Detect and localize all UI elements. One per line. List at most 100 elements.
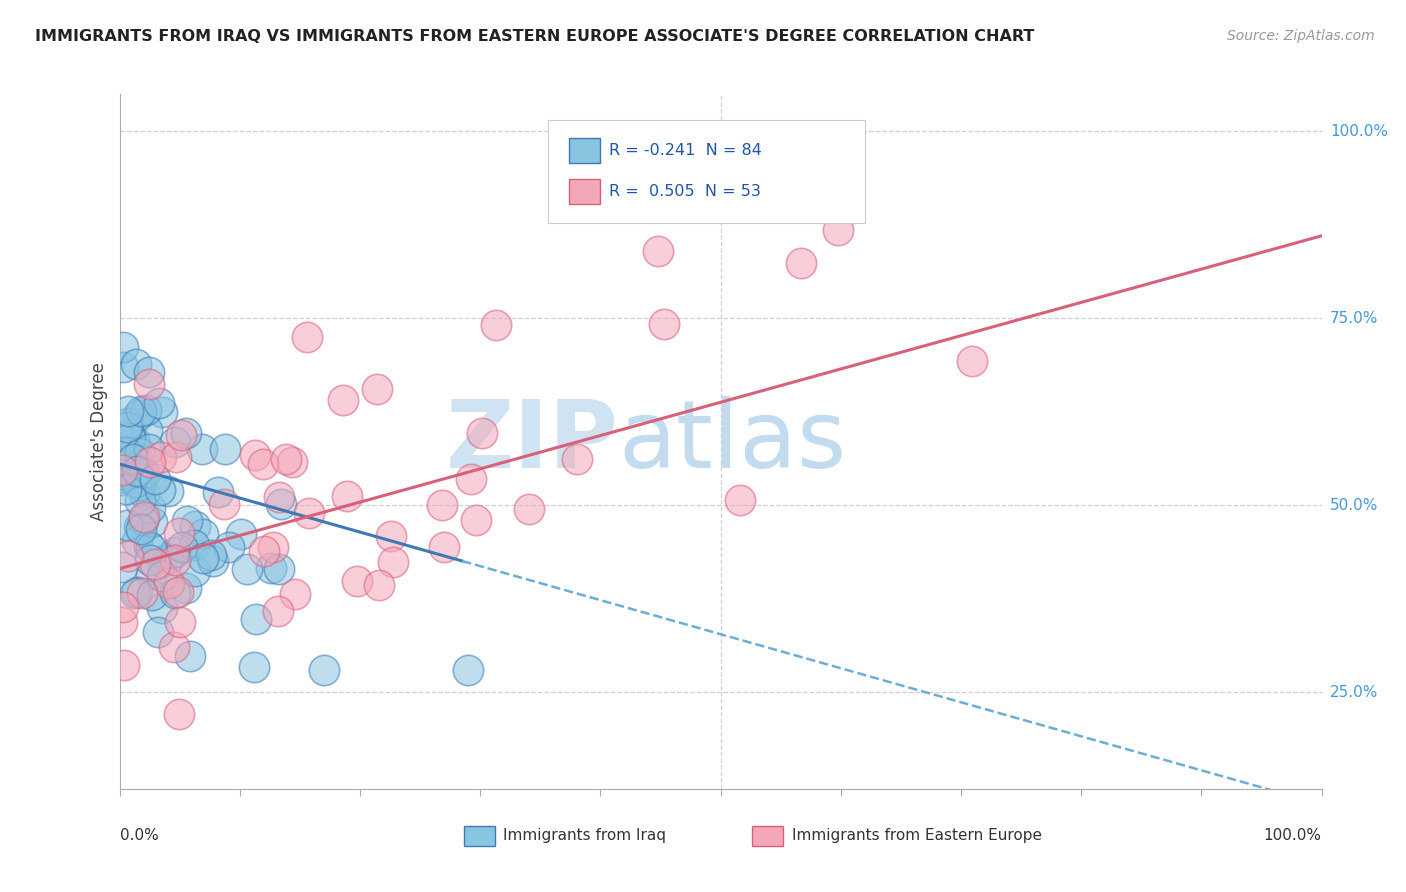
Point — [131, 522, 153, 536]
Point — [117, 549, 139, 563]
Point — [139, 553, 162, 567]
Point — [218, 540, 240, 554]
Point — [150, 405, 173, 419]
Point — [243, 660, 266, 674]
Point — [179, 649, 201, 664]
Point — [235, 562, 257, 576]
Point — [183, 538, 205, 552]
Point — [124, 433, 146, 447]
Point — [115, 518, 138, 533]
Point — [127, 408, 149, 422]
Point — [298, 506, 321, 520]
Point — [143, 557, 166, 571]
Point — [460, 472, 482, 486]
Point — [132, 513, 155, 527]
Point — [129, 467, 152, 482]
Point — [174, 581, 197, 595]
Point — [135, 403, 157, 417]
Point — [176, 514, 198, 528]
Point — [111, 599, 134, 614]
Point — [117, 404, 139, 418]
Point — [176, 425, 198, 440]
Point — [169, 615, 191, 630]
Text: Immigrants from Eastern Europe: Immigrants from Eastern Europe — [792, 829, 1042, 843]
Text: 25.0%: 25.0% — [1330, 685, 1378, 699]
Point — [132, 510, 155, 524]
Point — [150, 568, 173, 582]
Point — [252, 457, 274, 471]
Point — [139, 455, 162, 469]
Point — [150, 555, 173, 569]
Point — [457, 663, 479, 677]
Point — [269, 491, 291, 505]
Point — [167, 585, 190, 599]
Point — [156, 484, 179, 499]
Point — [165, 435, 187, 450]
Point — [125, 475, 148, 489]
Point — [146, 624, 169, 639]
Point — [267, 562, 290, 576]
Point — [366, 382, 388, 396]
Point — [163, 586, 186, 600]
Point — [200, 548, 222, 562]
Point — [118, 431, 141, 445]
Point — [129, 404, 152, 418]
Point — [122, 452, 145, 467]
Point — [789, 256, 811, 270]
Point — [112, 359, 135, 374]
Point — [231, 527, 253, 541]
Point — [165, 553, 187, 567]
Point — [111, 458, 134, 473]
Point — [111, 473, 134, 487]
Point — [110, 467, 132, 482]
Text: 100.0%: 100.0% — [1264, 828, 1322, 843]
Point — [184, 564, 207, 578]
Point — [138, 377, 160, 392]
Point — [565, 451, 588, 466]
Point — [262, 540, 284, 554]
Point — [280, 455, 302, 469]
Point — [167, 706, 190, 721]
Text: atlas: atlas — [619, 395, 846, 488]
Text: 50.0%: 50.0% — [1330, 498, 1378, 513]
Point — [114, 444, 136, 458]
Point — [191, 551, 214, 566]
Point — [138, 539, 160, 553]
Point — [124, 357, 146, 371]
Point — [245, 612, 267, 626]
Point — [730, 492, 752, 507]
Point — [212, 497, 235, 511]
Point — [156, 550, 179, 565]
Point — [124, 586, 146, 600]
Point — [274, 452, 297, 467]
Point — [170, 427, 193, 442]
Point — [136, 423, 159, 437]
Text: 100.0%: 100.0% — [1330, 124, 1388, 138]
Point — [284, 587, 307, 601]
Point — [368, 578, 391, 592]
Point — [962, 354, 984, 368]
Y-axis label: Associate's Degree: Associate's Degree — [90, 362, 108, 521]
Point — [170, 540, 193, 554]
Point — [117, 471, 139, 485]
Point — [519, 501, 541, 516]
Point — [149, 483, 172, 497]
Point — [131, 586, 153, 600]
Point — [125, 585, 148, 599]
Text: IMMIGRANTS FROM IRAQ VS IMMIGRANTS FROM EASTERN EUROPE ASSOCIATE'S DEGREE CORREL: IMMIGRANTS FROM IRAQ VS IMMIGRANTS FROM … — [35, 29, 1035, 44]
Point — [141, 588, 163, 602]
Point — [184, 519, 207, 533]
Point — [141, 515, 163, 529]
Point — [112, 657, 135, 672]
Point — [827, 223, 849, 237]
Point — [381, 555, 404, 569]
Text: 75.0%: 75.0% — [1330, 310, 1378, 326]
Point — [118, 427, 141, 442]
Point — [141, 541, 163, 555]
Point — [647, 244, 669, 259]
Point — [127, 534, 149, 549]
Point — [112, 340, 135, 354]
Point — [260, 561, 283, 575]
Point — [157, 576, 180, 591]
Point — [165, 450, 187, 464]
